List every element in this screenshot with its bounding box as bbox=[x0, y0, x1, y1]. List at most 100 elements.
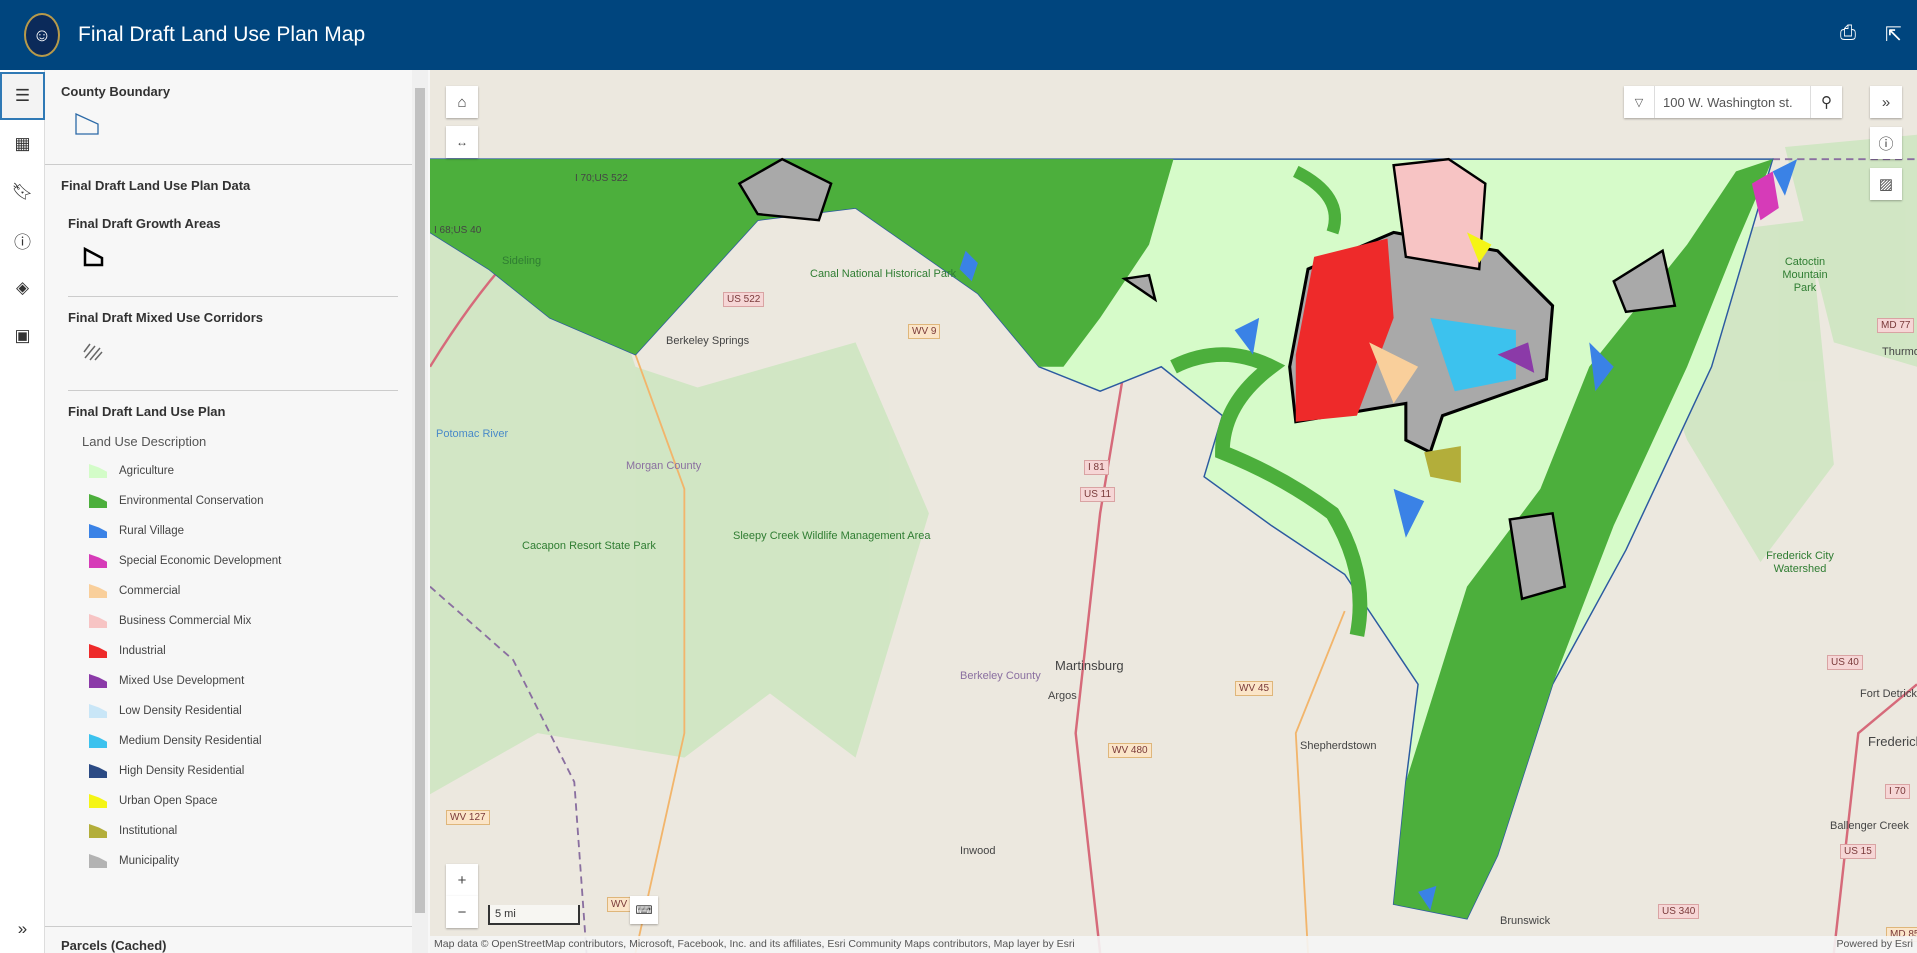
divider bbox=[68, 390, 398, 391]
road-shield: MD 77 bbox=[1877, 318, 1915, 333]
scrollbar-thumb[interactable] bbox=[415, 88, 425, 913]
legend-label: Special Economic Development bbox=[119, 555, 282, 567]
map-label: Morgan County bbox=[626, 460, 702, 472]
legend-label: Urban Open Space bbox=[119, 795, 218, 807]
legend-swatch bbox=[89, 674, 107, 688]
road-label: I 68;US 40 bbox=[434, 225, 482, 236]
legend-item: Urban Open Space bbox=[89, 794, 217, 808]
legend-item: Agriculture bbox=[89, 464, 174, 478]
legend-item: Institutional bbox=[89, 824, 177, 838]
county-boundary-heading: County Boundary bbox=[61, 84, 171, 99]
legend-item: Environmental Conservation bbox=[89, 494, 263, 508]
map-label: Potomac River bbox=[436, 428, 509, 440]
map-canvas bbox=[430, 70, 1917, 953]
search-button[interactable]: ⚲ bbox=[1810, 86, 1842, 118]
divider bbox=[45, 164, 412, 165]
zoom-out-button[interactable]: − bbox=[446, 896, 478, 928]
road-label: I 70;US 522 bbox=[575, 173, 628, 184]
print-preview-icon[interactable]: ▣ bbox=[14, 326, 31, 345]
legend-item: Municipality bbox=[89, 854, 179, 868]
road-shield: US 522 bbox=[723, 292, 765, 307]
legend-panel: County Boundary Final Draft Land Use Pla… bbox=[45, 70, 412, 953]
powered-by-esri[interactable]: Powered by Esri bbox=[1836, 938, 1913, 950]
attribution-text: Map data © OpenStreetMap contributors, M… bbox=[434, 938, 1075, 950]
search-source-dropdown[interactable]: ▽ bbox=[1624, 86, 1655, 118]
road-shield: I 81 bbox=[1084, 460, 1109, 475]
map-label: Cacapon Resort State Park bbox=[522, 540, 656, 552]
legend-item: Industrial bbox=[89, 644, 166, 658]
measure-button[interactable]: ↔ bbox=[446, 126, 478, 158]
expand-toolbar-button[interactable]: » bbox=[1870, 86, 1902, 118]
corridor-hatch-symbol bbox=[83, 343, 103, 361]
road-shield: WV 45 bbox=[1235, 681, 1274, 696]
legend-label: Institutional bbox=[119, 825, 178, 837]
widget-toolbar: ☰ ▦ 🔖︎ ⓘ ◈ ▣ » bbox=[0, 70, 45, 953]
map-label: Argos bbox=[1048, 690, 1077, 702]
layers-icon[interactable]: ◈ bbox=[15, 278, 30, 297]
app-title: Final Draft Land Use Plan Map bbox=[78, 23, 366, 46]
legend-item: Mixed Use Development bbox=[89, 674, 244, 688]
expand-icon[interactable]: » bbox=[17, 919, 28, 938]
map-label: Fort Detrick bbox=[1860, 688, 1917, 700]
legend-item: Business Commercial Mix bbox=[89, 614, 251, 628]
map-label: Sleepy Creek Wildlife Management Area bbox=[733, 530, 931, 542]
growth-areas-heading: Final Draft Growth Areas bbox=[68, 216, 221, 231]
legend-label: Industrial bbox=[119, 645, 166, 657]
legend-item: Low Density Residential bbox=[89, 704, 242, 718]
legend-swatch bbox=[89, 824, 107, 838]
legend-label: Commercial bbox=[119, 585, 181, 597]
info-button[interactable]: ⓘ bbox=[1870, 127, 1902, 159]
legend-label: Environmental Conservation bbox=[119, 495, 264, 507]
legend-swatch bbox=[89, 524, 107, 538]
land-use-field-label: Land Use Description bbox=[82, 434, 207, 449]
legend-icon[interactable]: ☰ bbox=[0, 72, 45, 120]
legend-swatch bbox=[89, 614, 107, 628]
map-label: Sideling Hill Wildlife Management Area bbox=[502, 255, 542, 267]
legend-swatch bbox=[89, 554, 107, 568]
info-icon[interactable]: ⓘ bbox=[14, 232, 31, 252]
map-view[interactable]: Berkeley Springs Canal National Historic… bbox=[430, 70, 1917, 953]
attribution-bar: Map data © OpenStreetMap contributors, M… bbox=[430, 936, 1917, 953]
parcels-heading: Parcels (Cached) bbox=[61, 938, 167, 953]
keyboard-icon[interactable]: ⌨ bbox=[630, 896, 658, 924]
bookmark-icon[interactable]: 🔖︎ bbox=[11, 182, 34, 201]
legend-item: Commercial bbox=[89, 584, 180, 598]
home-button[interactable]: ⌂ bbox=[446, 86, 478, 118]
county-boundary-symbol bbox=[75, 112, 99, 135]
basemap-toggle-button[interactable]: ▨ bbox=[1870, 168, 1902, 200]
zoom-in-button[interactable]: + bbox=[446, 864, 478, 896]
legend-label: High Density Residential bbox=[119, 765, 245, 777]
land-use-heading: Final Draft Land Use Plan bbox=[68, 404, 226, 419]
scale-bar: 5 mi bbox=[488, 905, 580, 925]
growth-areas-symbol bbox=[83, 246, 104, 267]
road-shield: WV 127 bbox=[446, 810, 490, 825]
map-label: Frederick City Watershed bbox=[1766, 550, 1834, 575]
road-shield: I 70 bbox=[1885, 784, 1910, 799]
legend-label: Business Commercial Mix bbox=[119, 615, 252, 627]
legend-item: Medium Density Residential bbox=[89, 734, 262, 748]
legend-swatch bbox=[89, 854, 107, 868]
panel-scrollbar[interactable] bbox=[412, 70, 428, 953]
map-label: Frederick bbox=[1868, 734, 1917, 749]
legend-swatch bbox=[89, 464, 107, 478]
legend-item: Special Economic Development bbox=[89, 554, 281, 568]
share-icon[interactable]: ⇱ bbox=[1885, 24, 1902, 46]
map-label: Canal National Historical Park bbox=[810, 268, 957, 280]
map-label: Shepherdstown bbox=[1300, 740, 1377, 752]
legend-swatch bbox=[89, 644, 107, 658]
basemap-gallery-icon[interactable]: ▦ bbox=[14, 134, 31, 153]
legend-swatch bbox=[89, 794, 107, 808]
legend-swatch bbox=[89, 584, 107, 598]
road-shield: US 40 bbox=[1827, 655, 1863, 670]
map-label: Berkeley County bbox=[960, 670, 1041, 682]
map-label: Berkeley Springs bbox=[666, 335, 750, 347]
county-seal-logo: ☺ bbox=[24, 13, 60, 57]
search-input[interactable] bbox=[1655, 94, 1810, 110]
corridors-heading: Final Draft Mixed Use Corridors bbox=[68, 310, 264, 325]
search-widget: ▽ ⚲ bbox=[1624, 86, 1842, 118]
map-label: Catoctin Mountain Park bbox=[1782, 256, 1828, 294]
legend-label: Low Density Residential bbox=[119, 705, 242, 717]
road-shield: US 11 bbox=[1080, 487, 1116, 502]
printer-icon[interactable]: ⎙ bbox=[1840, 22, 1856, 44]
road-shield: US 340 bbox=[1658, 904, 1700, 919]
